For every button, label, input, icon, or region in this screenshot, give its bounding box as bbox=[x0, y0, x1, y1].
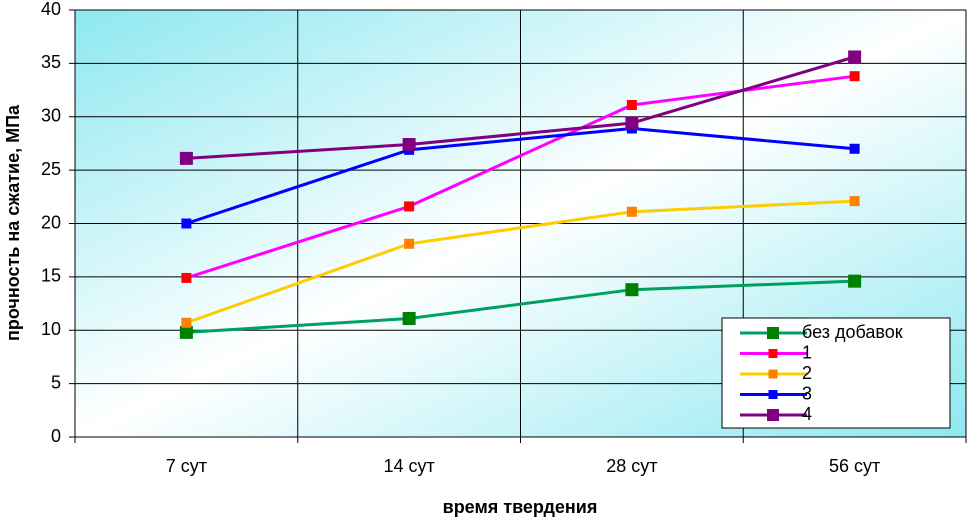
x-tick-label: 7 сут bbox=[166, 456, 207, 476]
y-tick-label: 10 bbox=[41, 319, 61, 339]
y-tick-label: 20 bbox=[41, 212, 61, 232]
marker bbox=[625, 283, 639, 297]
marker bbox=[849, 71, 860, 82]
series-line bbox=[185, 126, 855, 225]
legend-marker bbox=[768, 390, 778, 399]
legend-marker bbox=[768, 349, 778, 358]
x-tick-label: 14 сут bbox=[383, 456, 434, 476]
marker bbox=[625, 116, 639, 130]
legend-label: без добавок bbox=[802, 322, 903, 342]
y-tick-label: 15 bbox=[41, 266, 61, 286]
x-tick-label: 56 сут bbox=[829, 456, 880, 476]
legend-label: 4 bbox=[802, 404, 812, 424]
legend-label: 1 bbox=[802, 342, 812, 362]
y-tick-label: 0 bbox=[51, 426, 61, 446]
marker bbox=[849, 143, 860, 154]
marker bbox=[179, 151, 193, 165]
marker bbox=[404, 201, 415, 212]
legend-marker bbox=[767, 409, 779, 421]
legend-label: 3 bbox=[802, 383, 812, 403]
y-tick-label: 35 bbox=[41, 52, 61, 72]
marker bbox=[181, 218, 192, 229]
legend-marker bbox=[768, 369, 778, 379]
x-axis-label: время твердения bbox=[443, 497, 598, 517]
series-line bbox=[186, 279, 855, 334]
y-tick-label: 5 bbox=[51, 372, 61, 392]
marker bbox=[404, 238, 415, 249]
marker bbox=[848, 274, 862, 288]
marker bbox=[179, 325, 193, 339]
series-line bbox=[185, 199, 855, 325]
marker bbox=[181, 317, 192, 328]
marker bbox=[402, 312, 416, 326]
legend-marker bbox=[767, 327, 779, 339]
x-tick-label: 28 сут bbox=[606, 456, 657, 476]
series-line bbox=[186, 55, 856, 160]
y-axis-label: прочность на сжатие, МПа bbox=[3, 104, 23, 341]
legend-label: 2 bbox=[802, 363, 812, 383]
marker bbox=[848, 50, 862, 64]
marker bbox=[402, 138, 416, 152]
marker bbox=[181, 272, 192, 283]
marker bbox=[849, 196, 860, 207]
marker bbox=[626, 206, 637, 217]
marker bbox=[626, 100, 637, 111]
y-tick-label: 25 bbox=[41, 159, 61, 179]
y-tick-label: 40 bbox=[41, 0, 61, 19]
y-tick-label: 30 bbox=[41, 106, 61, 126]
